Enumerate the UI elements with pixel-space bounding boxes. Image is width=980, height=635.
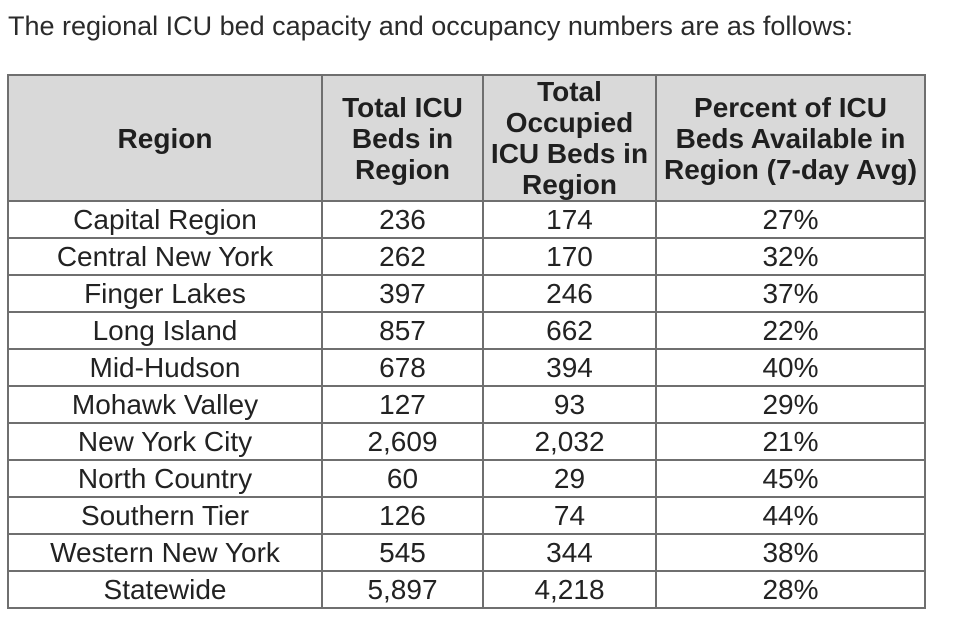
table-row: North Country 60 29 45% (7, 459, 926, 498)
table-row: Mohawk Valley 127 93 29% (7, 385, 926, 424)
table-row: Finger Lakes 397 246 37% (7, 274, 926, 313)
cell-percent-available: 22% (655, 311, 926, 350)
cell-region: North Country (7, 459, 323, 498)
cell-total-beds: 678 (321, 348, 484, 387)
cell-percent-available: 44% (655, 496, 926, 535)
header-region: Region (7, 74, 323, 202)
table-row-statewide: Statewide 5,897 4,218 28% (7, 570, 926, 609)
cell-occupied-beds: 174 (482, 200, 657, 239)
cell-percent-available: 45% (655, 459, 926, 498)
cell-occupied-beds: 4,218 (482, 570, 657, 609)
cell-percent-available: 37% (655, 274, 926, 313)
cell-occupied-beds: 662 (482, 311, 657, 350)
cell-total-beds: 545 (321, 533, 484, 572)
cell-percent-available: 29% (655, 385, 926, 424)
cell-total-beds: 236 (321, 200, 484, 239)
cell-occupied-beds: 344 (482, 533, 657, 572)
cell-percent-available: 38% (655, 533, 926, 572)
cell-total-beds: 857 (321, 311, 484, 350)
table-row: Long Island 857 662 22% (7, 311, 926, 350)
cell-total-beds: 60 (321, 459, 484, 498)
table-header-row: Region Total ICU Beds in Region Total Oc… (7, 74, 926, 202)
header-total-icu-beds: Total ICU Beds in Region (321, 74, 484, 202)
cell-total-beds: 126 (321, 496, 484, 535)
cell-percent-available: 40% (655, 348, 926, 387)
cell-region: Western New York (7, 533, 323, 572)
cell-occupied-beds: 29 (482, 459, 657, 498)
table-row: Capital Region 236 174 27% (7, 200, 926, 239)
cell-region: Mohawk Valley (7, 385, 323, 424)
header-total-occupied-icu-beds: Total Occupied ICU Beds in Region (482, 74, 657, 202)
cell-occupied-beds: 394 (482, 348, 657, 387)
cell-region: Capital Region (7, 200, 323, 239)
cell-occupied-beds: 246 (482, 274, 657, 313)
cell-region: Long Island (7, 311, 323, 350)
header-percent-available: Percent of ICU Beds Available in Region … (655, 74, 926, 202)
intro-text: The regional ICU bed capacity and occupa… (8, 11, 853, 41)
table-row: Southern Tier 126 74 44% (7, 496, 926, 535)
table-row: New York City 2,609 2,032 21% (7, 422, 926, 461)
cell-region: Finger Lakes (7, 274, 323, 313)
cell-percent-available: 21% (655, 422, 926, 461)
cell-occupied-beds: 170 (482, 237, 657, 276)
cell-total-beds: 127 (321, 385, 484, 424)
cell-total-beds: 397 (321, 274, 484, 313)
table-row: Western New York 545 344 38% (7, 533, 926, 572)
cell-total-beds: 5,897 (321, 570, 484, 609)
cell-total-beds: 2,609 (321, 422, 484, 461)
cell-percent-available: 28% (655, 570, 926, 609)
table-row: Mid-Hudson 678 394 40% (7, 348, 926, 387)
icu-capacity-table: Region Total ICU Beds in Region Total Oc… (7, 74, 926, 609)
cell-region: New York City (7, 422, 323, 461)
table-row: Central New York 262 170 32% (7, 237, 926, 276)
cell-region: Central New York (7, 237, 323, 276)
cell-occupied-beds: 74 (482, 496, 657, 535)
cell-region: Statewide (7, 570, 323, 609)
cell-percent-available: 27% (655, 200, 926, 239)
cell-total-beds: 262 (321, 237, 484, 276)
cell-occupied-beds: 2,032 (482, 422, 657, 461)
cell-occupied-beds: 93 (482, 385, 657, 424)
cell-region: Mid-Hudson (7, 348, 323, 387)
cell-percent-available: 32% (655, 237, 926, 276)
cell-region: Southern Tier (7, 496, 323, 535)
